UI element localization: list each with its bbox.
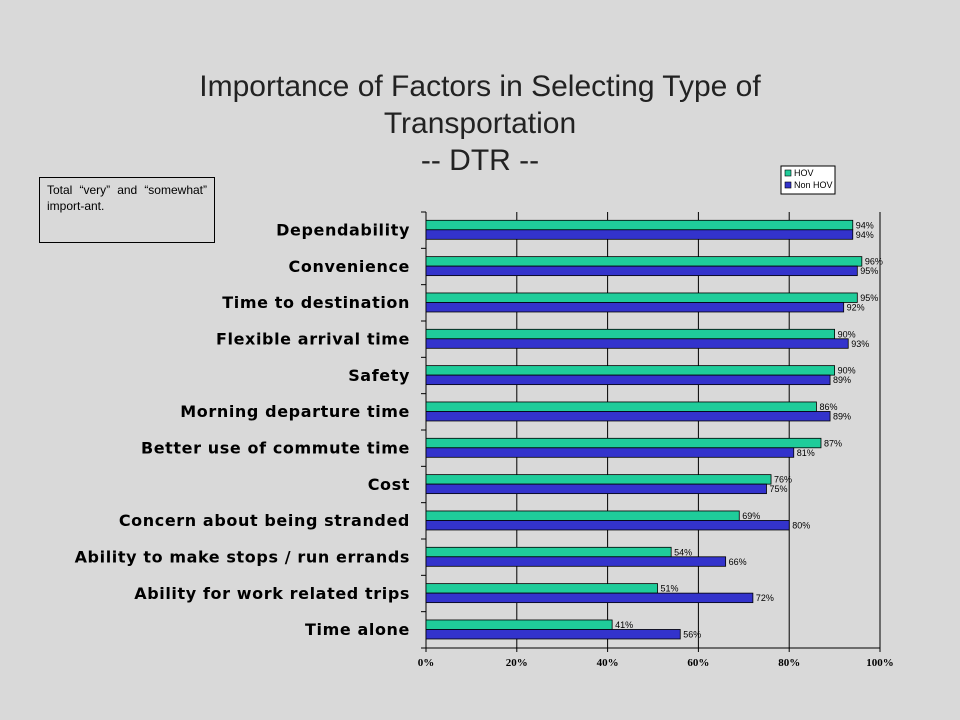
bar-non-hov bbox=[425, 229, 854, 240]
bar-non-hov bbox=[425, 374, 831, 386]
slide-title: Importance of Factors in Selecting Type … bbox=[0, 68, 960, 179]
data-label: 56% bbox=[683, 629, 701, 639]
bar-hov bbox=[425, 474, 772, 485]
category-label: Morning departure time bbox=[180, 402, 410, 421]
bar-hov bbox=[425, 401, 817, 412]
category-label: Safety bbox=[348, 366, 410, 385]
data-label: 72% bbox=[756, 593, 774, 603]
bar-non-hov bbox=[425, 520, 790, 531]
category-label: Convenience bbox=[289, 257, 410, 276]
data-label: 96% bbox=[865, 257, 883, 267]
bar-hov bbox=[425, 510, 740, 521]
data-label: 94% bbox=[856, 230, 874, 240]
data-label: 93% bbox=[851, 339, 869, 349]
bar-non-hov bbox=[425, 556, 727, 567]
category-label: Flexible arrival time bbox=[216, 330, 410, 349]
bar-non-hov bbox=[425, 302, 845, 313]
legend-label: HOV bbox=[794, 168, 814, 178]
bar-hov bbox=[425, 256, 863, 267]
bar-hov bbox=[425, 583, 658, 594]
x-tick-label: 20% bbox=[506, 657, 528, 669]
data-label: 66% bbox=[729, 557, 747, 567]
category-label: Time to destination bbox=[222, 293, 410, 312]
x-tick-label: 0% bbox=[418, 657, 435, 669]
x-tick-label: 100% bbox=[866, 657, 894, 669]
category-label: Time alone bbox=[305, 620, 410, 639]
data-label: 51% bbox=[661, 584, 679, 594]
x-tick-label: 40% bbox=[597, 657, 619, 669]
data-label: 92% bbox=[847, 302, 865, 312]
data-label: 89% bbox=[833, 411, 851, 421]
title-line-3: -- DTR -- bbox=[420, 144, 540, 177]
bar-non-hov bbox=[425, 338, 849, 349]
bar-hov bbox=[425, 219, 854, 231]
bar-non-hov bbox=[425, 265, 858, 277]
data-label: 90% bbox=[838, 366, 856, 376]
data-label: 80% bbox=[792, 520, 810, 530]
data-label: 75% bbox=[770, 484, 788, 494]
data-label: 94% bbox=[856, 220, 874, 230]
data-label: 54% bbox=[674, 547, 692, 557]
bar-hov bbox=[425, 292, 858, 303]
data-label: 95% bbox=[860, 266, 878, 276]
data-label: 41% bbox=[615, 620, 633, 630]
bar-non-hov bbox=[425, 629, 681, 640]
legend-swatch-hov bbox=[784, 169, 792, 177]
data-label: 89% bbox=[833, 375, 851, 385]
bar-non-hov bbox=[425, 592, 754, 604]
bar-hov bbox=[425, 437, 822, 449]
data-label: 86% bbox=[819, 402, 837, 412]
x-tick-label: 60% bbox=[687, 657, 709, 669]
data-label: 69% bbox=[742, 511, 760, 521]
title-line-1: Importance of Factors in Selecting Type … bbox=[199, 70, 761, 103]
bar-hov bbox=[425, 619, 613, 630]
bar-hov bbox=[425, 328, 836, 340]
data-label: 76% bbox=[774, 475, 792, 485]
bar-non-hov bbox=[425, 447, 795, 458]
title-line-2: Transportation bbox=[383, 107, 577, 140]
bar-non-hov bbox=[425, 411, 831, 422]
data-label: 90% bbox=[838, 329, 856, 339]
bar-hov bbox=[425, 365, 836, 376]
note-box: Total “very” and “somewhat” import-ant. bbox=[39, 177, 215, 243]
category-label: Better use of commute time bbox=[141, 439, 410, 458]
category-label: Dependability bbox=[276, 221, 410, 240]
legend-label: Non HOV bbox=[794, 180, 833, 190]
category-label: Ability to make stops / run errands bbox=[75, 548, 410, 567]
bar-hov bbox=[425, 546, 672, 558]
data-label: 95% bbox=[860, 293, 878, 303]
legend-swatch-non-hov bbox=[784, 181, 792, 189]
data-label: 81% bbox=[797, 448, 815, 458]
category-label: Cost bbox=[368, 475, 410, 494]
bar-non-hov bbox=[425, 483, 767, 495]
x-tick-label: 80% bbox=[778, 657, 800, 669]
category-label: Ability for work related trips bbox=[134, 584, 410, 603]
data-label: 87% bbox=[824, 438, 842, 448]
category-label: Concern about being stranded bbox=[119, 511, 410, 530]
